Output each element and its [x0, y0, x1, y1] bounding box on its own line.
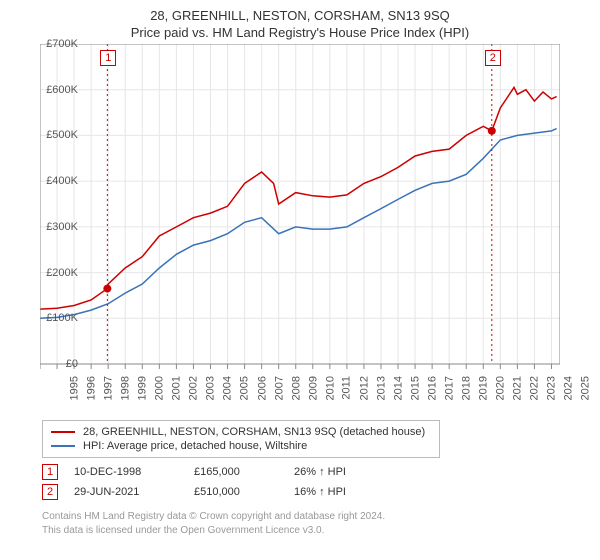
chart-title-address: 28, GREENHILL, NESTON, CORSHAM, SN13 9SQ: [0, 8, 600, 23]
x-axis-label: 1998: [120, 376, 132, 400]
series-property: [40, 87, 557, 309]
x-axis-label: 2015: [409, 376, 421, 400]
x-axis-label: 2007: [273, 376, 285, 400]
line-chart: [40, 44, 560, 374]
annotation-row: 1 10-DEC-1998£165,00026% ↑ HPI: [42, 462, 600, 482]
footer-copyright: Contains HM Land Registry data © Crown c…: [42, 510, 600, 524]
x-axis-label: 2017: [444, 376, 456, 400]
x-axis-label: 2021: [512, 376, 524, 400]
annotation-marker: 2: [42, 484, 58, 500]
annotation-date: 10-DEC-1998: [74, 466, 194, 478]
chart-area: £0£100K£200K£300K£400K£500K£600K£700K 19…: [40, 44, 600, 414]
x-axis-label: 2018: [461, 376, 473, 400]
x-axis-label: 2014: [392, 376, 404, 400]
y-axis-label: £100K: [46, 312, 78, 324]
footer-licence: This data is licensed under the Open Gov…: [42, 524, 600, 538]
x-axis-label: 2013: [375, 376, 387, 400]
chart-footer: Contains HM Land Registry data © Crown c…: [42, 510, 600, 537]
y-axis-label: £600K: [46, 84, 78, 96]
x-axis-label: 2001: [171, 376, 183, 400]
sale-point: [103, 285, 111, 293]
annotation-pct: 26% ↑ HPI: [294, 466, 394, 478]
series-hpi: [40, 129, 557, 319]
x-axis-label: 2011: [340, 376, 352, 400]
x-axis-label: 2000: [154, 376, 166, 400]
x-axis-label: 2019: [478, 376, 490, 400]
x-axis-label: 1997: [103, 376, 115, 400]
y-axis-label: £300K: [46, 221, 78, 233]
event-marker-2: 2: [485, 50, 501, 66]
legend-item: HPI: Average price, detached house, Wilt…: [51, 439, 431, 453]
legend: 28, GREENHILL, NESTON, CORSHAM, SN13 9SQ…: [42, 420, 440, 458]
legend-swatch: [51, 445, 75, 447]
annotation-pct: 16% ↑ HPI: [294, 486, 394, 498]
y-axis-label: £500K: [46, 129, 78, 141]
x-axis-label: 2022: [529, 376, 541, 400]
x-axis-label: 2016: [427, 376, 439, 400]
x-axis-label: 2025: [580, 376, 592, 400]
annotation-date: 29-JUN-2021: [74, 486, 194, 498]
x-axis-label: 2005: [239, 376, 251, 400]
x-axis-label: 2009: [307, 376, 319, 400]
x-axis-label: 2023: [546, 376, 558, 400]
legend-label: HPI: Average price, detached house, Wilt…: [83, 440, 307, 452]
x-axis-label: 2006: [256, 376, 268, 400]
x-axis-label: 1999: [137, 376, 149, 400]
x-axis-label: 2010: [324, 376, 336, 400]
annotation-row: 2 29-JUN-2021£510,00016% ↑ HPI: [42, 482, 600, 502]
event-marker-1: 1: [100, 50, 116, 66]
annotation-table: 1 10-DEC-1998£165,00026% ↑ HPI 2 29-JUN-202…: [42, 462, 600, 502]
x-axis-label: 2004: [222, 376, 234, 400]
y-axis-label: £400K: [46, 175, 78, 187]
x-axis-label: 2024: [563, 376, 575, 400]
annotation-price: £510,000: [194, 486, 294, 498]
y-axis-label: £700K: [46, 38, 78, 50]
legend-item: 28, GREENHILL, NESTON, CORSHAM, SN13 9SQ…: [51, 425, 431, 439]
chart-subtitle: Price paid vs. HM Land Registry's House …: [0, 25, 600, 40]
x-axis-label: 2003: [205, 376, 217, 400]
legend-label: 28, GREENHILL, NESTON, CORSHAM, SN13 9SQ…: [83, 426, 425, 438]
x-axis-label: 2008: [290, 376, 302, 400]
x-axis-label: 2002: [188, 376, 200, 400]
x-axis-label: 1996: [86, 376, 98, 400]
x-axis-label: 2020: [495, 376, 507, 400]
annotation-marker: 1: [42, 464, 58, 480]
y-axis-label: £0: [66, 358, 78, 370]
x-axis-label: 1995: [68, 376, 80, 400]
x-axis-label: 2012: [358, 376, 370, 400]
legend-swatch: [51, 431, 75, 433]
y-axis-label: £200K: [46, 267, 78, 279]
annotation-price: £165,000: [194, 466, 294, 478]
sale-point: [488, 127, 496, 135]
